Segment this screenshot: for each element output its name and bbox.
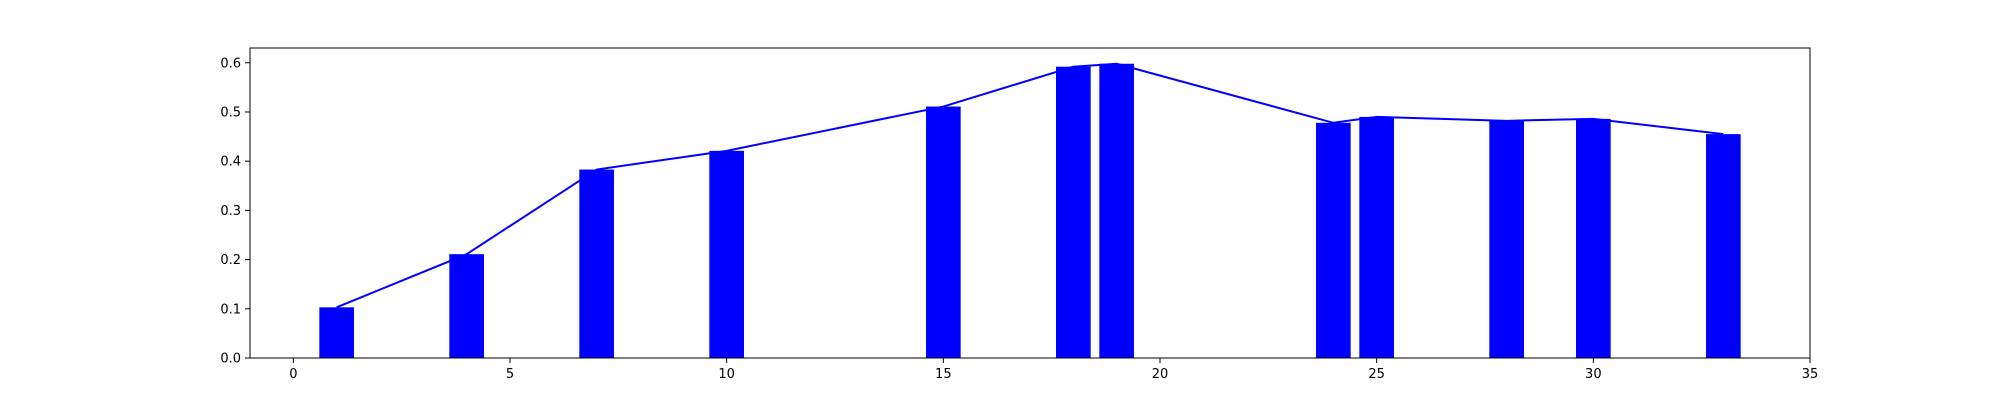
x-tick-label-5: 25 — [1368, 367, 1385, 382]
bars-layer — [319, 63, 1741, 359]
y-tick-label-4: 0.4 — [220, 155, 241, 170]
bar-8 — [1359, 116, 1394, 358]
bar-3 — [709, 150, 744, 358]
x-tick-label-3: 15 — [935, 367, 952, 382]
bar-6 — [1099, 63, 1134, 358]
y-tick-label-0: 0.0 — [220, 352, 241, 367]
y-tick-label-3: 0.3 — [220, 204, 241, 219]
bar-11 — [1706, 134, 1741, 358]
bar-4 — [926, 106, 961, 358]
bar-1 — [449, 254, 484, 358]
x-axis: 0 5 10 15 20 25 30 35 — [289, 358, 1818, 382]
y-tick-label-2: 0.2 — [220, 253, 241, 268]
series-line — [336, 62, 1724, 309]
x-tick-label-4: 20 — [1152, 367, 1169, 382]
x-tick-label-0: 0 — [289, 367, 297, 382]
y-tick-label-6: 0.6 — [220, 56, 241, 71]
bar-0 — [319, 307, 354, 358]
y-tick-label-1: 0.1 — [220, 302, 241, 317]
bar-7 — [1316, 122, 1351, 359]
x-tick-label-6: 30 — [1585, 367, 1602, 382]
plot-frame — [249, 47, 1811, 359]
x-tick-label-2: 10 — [718, 367, 735, 382]
bar-10 — [1576, 118, 1611, 358]
bar-9 — [1489, 120, 1524, 358]
line-layer — [336, 62, 1724, 309]
x-tick-label-7: 35 — [1802, 367, 1819, 382]
y-tick-label-5: 0.5 — [220, 105, 241, 120]
bar-2 — [579, 169, 614, 358]
x-tick-label-1: 5 — [506, 367, 514, 382]
y-axis: 0.0 0.1 0.2 0.3 0.4 0.5 0.6 — [220, 56, 250, 367]
bar-5 — [1056, 66, 1091, 358]
